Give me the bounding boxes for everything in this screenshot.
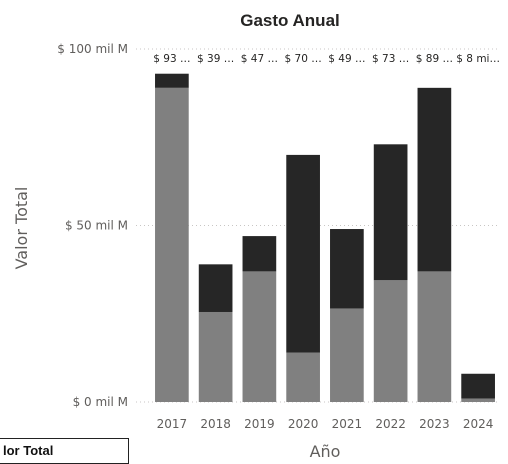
data-labels: $ 93 … $ 39 … $ 47 … $ 70 … $ 49 … $ 73 … $ 89… — [153, 53, 500, 65]
y-axis-title: Valor Total — [12, 187, 31, 270]
data-label: $ 8 mi… — [456, 53, 500, 65]
x-tick-label: 2017 — [157, 417, 188, 431]
bar-segment[interactable] — [417, 87, 452, 272]
bar-segment[interactable] — [242, 236, 277, 272]
bar-segment[interactable] — [155, 73, 189, 88]
x-tick-label: 2022 — [375, 417, 406, 431]
chart-title: Gasto Anual — [240, 11, 340, 30]
bar-segment[interactable] — [198, 311, 233, 402]
x-tick-label: 2020 — [288, 417, 319, 431]
bar-segment[interactable] — [330, 308, 364, 402]
bar-segment[interactable] — [286, 352, 320, 402]
y-tick-label: $ 100 mil M — [57, 42, 128, 56]
x-axis-title: Año — [310, 442, 341, 461]
data-label: $ 73 … — [372, 53, 409, 65]
data-label: $ 89 … — [416, 53, 453, 65]
bar-segment[interactable] — [155, 87, 189, 402]
bar-segment[interactable] — [286, 154, 320, 353]
bar-segment[interactable] — [198, 264, 233, 312]
x-tick-label: 2024 — [463, 417, 494, 431]
bar-segment[interactable] — [461, 398, 495, 402]
data-label: $ 70 … — [285, 53, 322, 65]
y-tick-label: $ 50 mil M — [65, 219, 128, 233]
y-axis-ticks: $ 0 mil M $ 50 mil M $ 100 mil M — [57, 42, 128, 409]
data-label: $ 93 … — [153, 53, 190, 65]
y-tick-label: $ 0 mil M — [73, 395, 128, 409]
bar-segment[interactable] — [242, 271, 277, 402]
bar-segment[interactable] — [373, 144, 408, 281]
bar-segment[interactable] — [417, 271, 452, 402]
x-tick-label: 2019 — [244, 417, 275, 431]
data-label: $ 49 … — [328, 53, 365, 65]
bars — [155, 73, 495, 402]
x-axis-ticks: 2017 2018 2019 2020 2021 2022 2023 2024 — [157, 417, 494, 431]
gridlines — [136, 48, 500, 403]
x-tick-label: 2021 — [332, 417, 363, 431]
data-label: $ 39 … — [197, 53, 234, 65]
legend-title: lor Total — [3, 443, 54, 458]
bar-segment[interactable] — [461, 373, 495, 399]
bar-segment[interactable] — [373, 280, 408, 402]
x-tick-label: 2018 — [200, 417, 231, 431]
legend-box: lor Total — [0, 438, 129, 464]
data-label: $ 47 … — [241, 53, 278, 65]
bar-segment[interactable] — [330, 229, 364, 309]
x-tick-label: 2023 — [419, 417, 450, 431]
